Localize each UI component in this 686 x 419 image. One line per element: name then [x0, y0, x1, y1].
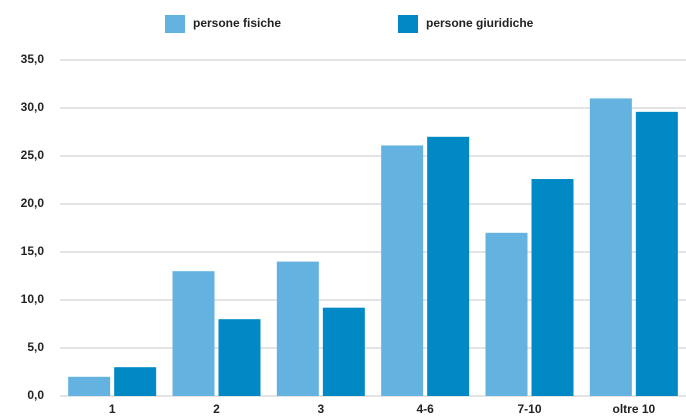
- bar: [172, 271, 215, 396]
- legend-swatch: [398, 15, 418, 33]
- bar: [114, 367, 157, 396]
- x-tick-label: 3: [317, 402, 324, 416]
- bar: [322, 307, 365, 396]
- y-tick-label: 35,0: [21, 52, 45, 66]
- x-tick-label: oltre 10: [612, 402, 655, 416]
- bar: [218, 319, 261, 396]
- y-tick-label: 25,0: [21, 148, 45, 162]
- x-tick-label: 7-10: [517, 402, 541, 416]
- bar: [68, 376, 111, 396]
- x-tick-label: 1: [109, 402, 116, 416]
- bar: [485, 232, 528, 396]
- y-tick-label: 0,0: [27, 388, 44, 402]
- y-tick-label: 10,0: [21, 292, 45, 306]
- bar: [589, 98, 632, 397]
- x-tick-label: 4-6: [416, 402, 434, 416]
- legend-swatch: [165, 15, 185, 33]
- y-tick-label: 20,0: [21, 196, 45, 210]
- y-tick-label: 5,0: [27, 340, 44, 354]
- bar: [427, 136, 470, 397]
- x-tick-label: 2: [213, 402, 220, 416]
- legend-label: persone giuridiche: [426, 16, 534, 30]
- bar: [635, 111, 678, 396]
- bar: [276, 261, 319, 396]
- legend-label: persone fisiche: [193, 16, 281, 30]
- y-tick-label: 30,0: [21, 100, 45, 114]
- bar: [381, 145, 424, 396]
- bar: [531, 179, 574, 396]
- y-tick-label: 15,0: [21, 244, 45, 258]
